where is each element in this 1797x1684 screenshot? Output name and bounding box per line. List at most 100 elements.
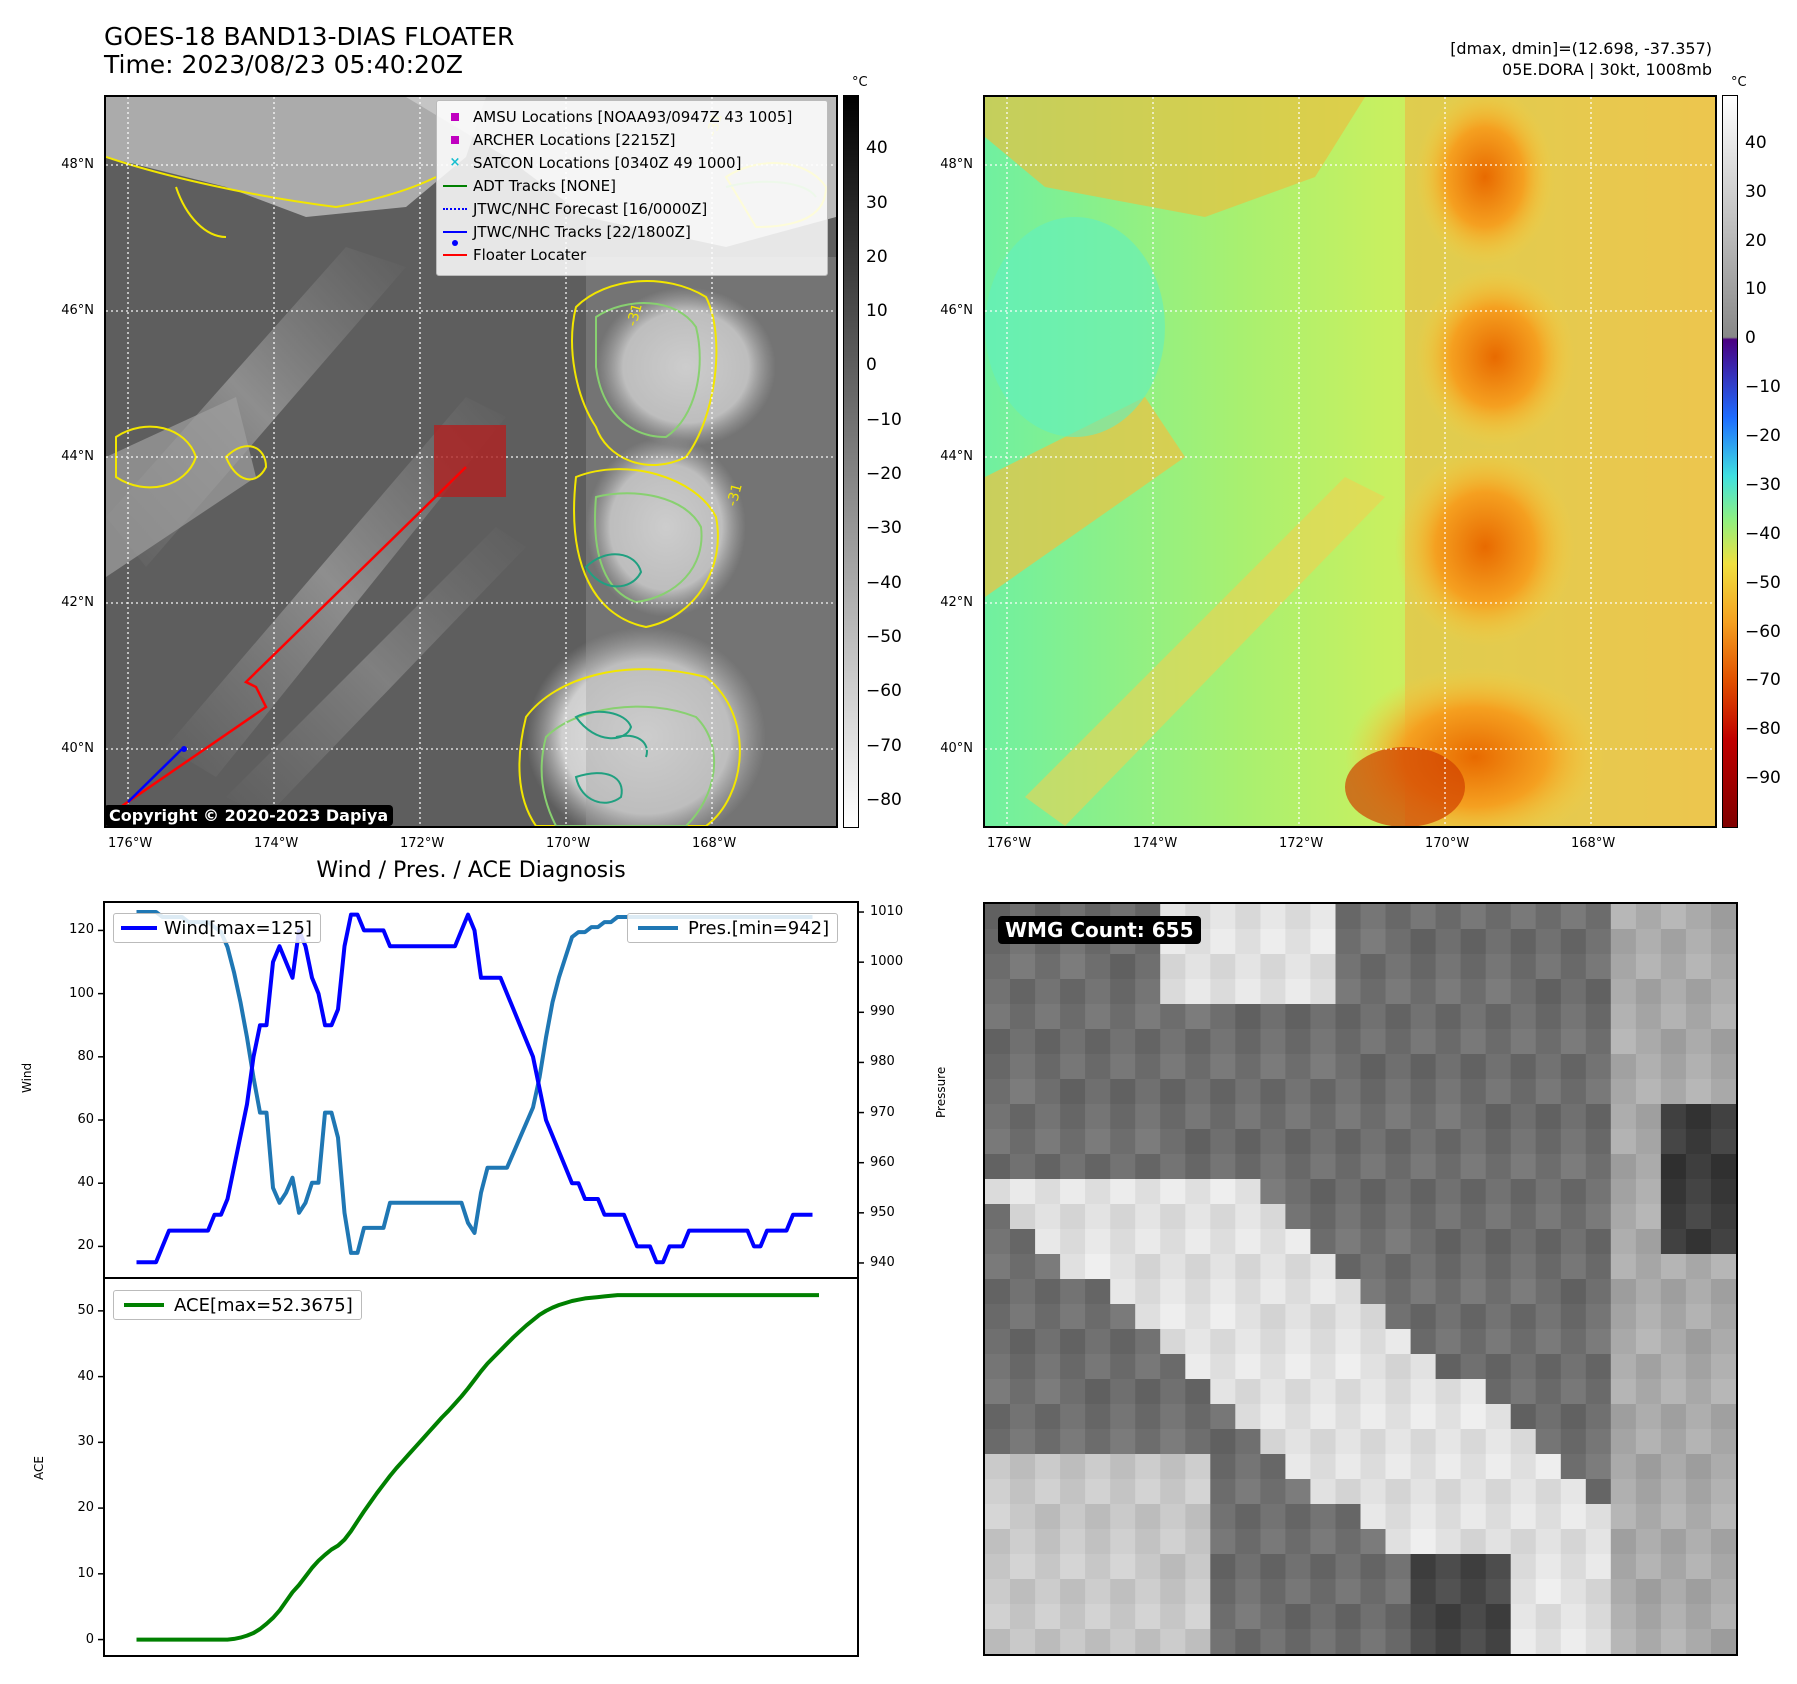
wmg-cell [1435, 1129, 1462, 1155]
lon-label: 170°W [1425, 836, 1470, 851]
wmg-cell [1360, 1404, 1387, 1430]
wmg-cell [1160, 1029, 1186, 1055]
wmg-cell [1085, 1504, 1111, 1530]
wmg-cell [1185, 1429, 1211, 1455]
wmg-cell [1010, 1379, 1036, 1405]
wmg-cell [1185, 1254, 1211, 1280]
diagnosis-title: Wind / Pres. / ACE Diagnosis [316, 858, 626, 883]
ace-tick-label: 0 [85, 1631, 94, 1647]
wmg-cell [1035, 1004, 1061, 1030]
wmg-cell [1560, 1154, 1587, 1180]
colorbar-tick: 20 [866, 246, 888, 267]
wmg-cell [1660, 1479, 1687, 1505]
wmg-cell [1010, 954, 1036, 980]
wmg-cell [1610, 1379, 1637, 1405]
wmg-cell [1685, 1554, 1712, 1580]
wmg-cell [1485, 1329, 1512, 1355]
wmg-cell [1360, 1254, 1387, 1280]
wmg-cell [1685, 929, 1712, 955]
wmg-cell [1035, 1279, 1061, 1305]
lat-label: 40°N [940, 741, 973, 756]
wmg-cell [1610, 1429, 1637, 1455]
wmg-cell [1560, 1079, 1587, 1105]
wmg-cell [1360, 1129, 1387, 1155]
wmg-cell [1435, 1379, 1462, 1405]
wmg-cell [1385, 1554, 1412, 1580]
wmg-cell [1210, 1329, 1236, 1355]
wmg-cell [1711, 1629, 1736, 1654]
lat-label: 44°N [61, 449, 94, 464]
wmg-cell [1210, 1304, 1236, 1330]
wmg-cell [1010, 1454, 1036, 1480]
wmg-cell [1060, 1404, 1086, 1430]
colorbar-tick: −80 [866, 789, 902, 810]
wmg-cell [1485, 1179, 1512, 1205]
wmg-cell [1160, 1004, 1186, 1030]
wmg-cell [1335, 1304, 1362, 1330]
wmg-cell [1210, 1379, 1236, 1405]
wmg-cell [1085, 1279, 1111, 1305]
wmg-cell [1535, 954, 1562, 980]
wind-tick-label: 120 [69, 922, 94, 938]
wmg-cell [1185, 1004, 1211, 1030]
wmg-cell [1235, 1629, 1261, 1654]
wmg-cell [1235, 1004, 1261, 1030]
wind-tick-label: 60 [77, 1112, 94, 1128]
wmg-cell [1660, 1154, 1687, 1180]
wmg-cell [1460, 1179, 1487, 1205]
wmg-cell [1435, 929, 1462, 955]
wmg-cell [1110, 1604, 1136, 1630]
wmg-cell [1260, 1454, 1286, 1480]
wmg-cell [1410, 1429, 1437, 1455]
wmg-cell [1260, 1029, 1286, 1055]
wmg-cell [1010, 1254, 1036, 1280]
wmg-cell [1360, 929, 1387, 955]
colorbar-tick: −30 [1745, 474, 1781, 495]
wmg-cell [1560, 1054, 1587, 1080]
wmg-cell [1060, 1579, 1086, 1605]
dmax-dmin-label: [dmax, dmin]=(12.698, -37.357) [1450, 39, 1712, 58]
wmg-cell [1135, 1304, 1161, 1330]
ace-tick-label: 20 [77, 1500, 94, 1516]
wmg-cell [1035, 1229, 1061, 1255]
ir-colorbar [843, 95, 859, 828]
stats-block: [dmax, dmin]=(12.698, -37.357) 05E.DORA … [1450, 38, 1712, 80]
wmg-cell [1460, 1529, 1487, 1555]
wmg-cell [1185, 1504, 1211, 1530]
wmg-cell [1585, 979, 1612, 1005]
wmg-cell [1360, 1154, 1387, 1180]
wmg-cell [1210, 1429, 1236, 1455]
wmg-cell [1360, 1304, 1387, 1330]
wmg-cell [1435, 1479, 1462, 1505]
wmg-cell [1185, 1329, 1211, 1355]
wmg-cell [1485, 1079, 1512, 1105]
wmg-cell [1185, 1079, 1211, 1105]
wmg-cell [1711, 1029, 1736, 1055]
wmg-cell [1585, 1154, 1612, 1180]
wmg-cell [1410, 1504, 1437, 1530]
wmg-cell [1360, 1479, 1387, 1505]
wmg-cell [1360, 1629, 1387, 1654]
wmg-cell [1010, 1104, 1036, 1130]
legend-jtwc-tracks: JTWC/NHC Tracks [22/1800Z] [437, 220, 827, 246]
wmg-cell [1135, 1554, 1161, 1580]
wind-pressure-frame [103, 901, 859, 1279]
wmg-cell [1635, 1454, 1662, 1480]
wmg-cell [985, 1404, 1011, 1430]
wmg-cell [1060, 1279, 1086, 1305]
wmg-cell [1085, 1104, 1111, 1130]
pressure-legend: Pres.[min=942] [627, 913, 839, 943]
wmg-cell [985, 1154, 1011, 1180]
wmg-cell [1385, 1329, 1412, 1355]
wmg-cell [1711, 1379, 1736, 1405]
wmg-cell [1460, 1404, 1487, 1430]
wmg-cell [1335, 1529, 1362, 1555]
wmg-cell [1560, 1329, 1587, 1355]
wmg-cell [1135, 1004, 1161, 1030]
wmg-cell [1110, 1354, 1136, 1380]
wmg-cell [1385, 1454, 1412, 1480]
wmg-cell [1160, 1054, 1186, 1080]
wmg-cell [1385, 1479, 1412, 1505]
wmg-cell [1185, 1579, 1211, 1605]
wmg-cell [1660, 1354, 1687, 1380]
